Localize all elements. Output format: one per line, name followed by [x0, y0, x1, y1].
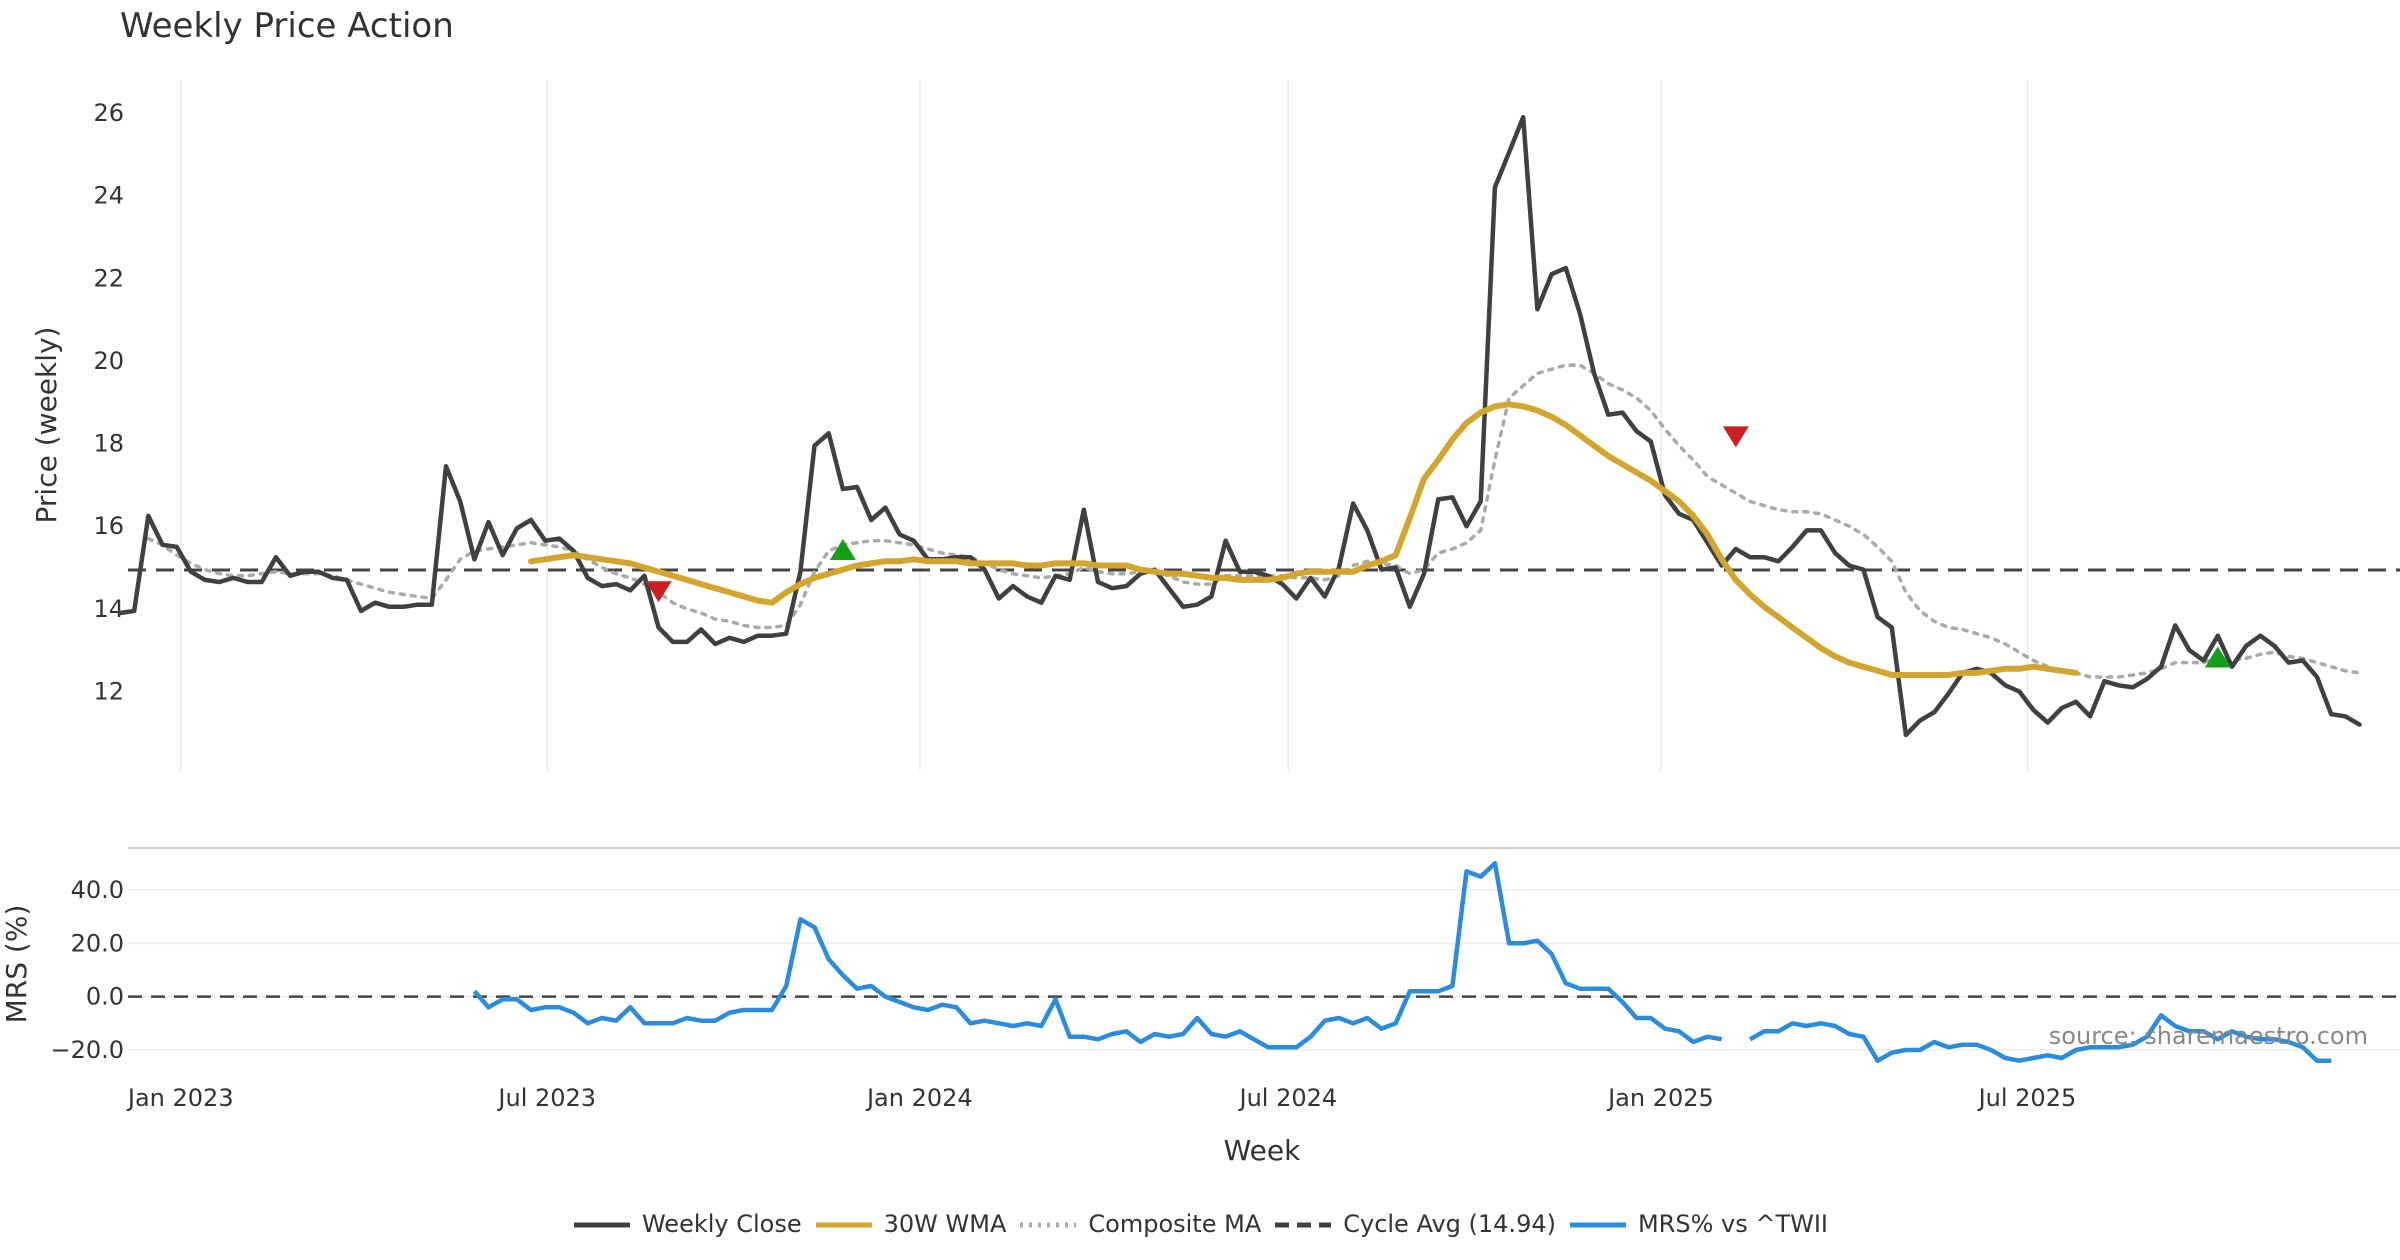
price-y-tick-label: 22	[93, 264, 124, 292]
x-axis-label: Week	[1224, 1134, 1301, 1167]
x-tick-label: Jul 2024	[1238, 1084, 1338, 1112]
price-y-axis-label: Price (weekly)	[30, 327, 63, 524]
wma-30w-line	[528, 401, 2079, 678]
x-tick-label: Jan 2024	[865, 1084, 973, 1112]
legend-label: Weekly Close	[641, 1210, 802, 1238]
x-tick-label: Jan 2025	[1606, 1084, 1714, 1112]
legend-item: Weekly Close	[572, 1210, 802, 1238]
legend-item: Cycle Avg (14.94)	[1273, 1210, 1556, 1238]
mrs-y-tick-label: 0.0	[86, 983, 124, 1011]
legend-item: 30W WMA	[814, 1210, 1007, 1238]
x-tick-label: Jul 2025	[1977, 1084, 2077, 1112]
price-y-tick-label: 16	[93, 512, 124, 540]
sell-signal-marker	[1722, 426, 1749, 448]
x-tick-label: Jul 2023	[496, 1084, 596, 1112]
legend-label: Composite MA	[1088, 1210, 1262, 1238]
buy-signal-marker	[2204, 646, 2231, 668]
legend-swatch	[1020, 1222, 1077, 1228]
weekly-close-line	[117, 114, 2362, 738]
price-y-tick-label: 26	[93, 99, 124, 127]
source-note: source: sharemaestro.com	[2049, 1022, 2368, 1050]
legend-item: MRS% vs ^TWII	[1568, 1210, 1828, 1238]
mrs-y-tick-label: 20.0	[71, 929, 124, 957]
legend-swatch	[815, 1222, 872, 1228]
mrs-line	[472, 861, 2332, 1063]
buy-signal-marker	[829, 539, 856, 561]
mrs-y-tick-label: 40.0	[71, 876, 124, 904]
x-tick-label: Jan 2023	[126, 1084, 234, 1112]
price-y-tick-label: 18	[93, 430, 124, 458]
legend-swatch	[573, 1222, 630, 1228]
price-y-tick-label: 14	[93, 595, 124, 623]
legend-label: 30W WMA	[883, 1210, 1007, 1238]
legend: Weekly Close 30W WMA Composite MA Cycle Avg…	[0, 1210, 2400, 1238]
mrs-y-axis-label: MRS (%)	[0, 905, 33, 1024]
sell-signal-marker	[645, 581, 672, 603]
mrs-y-tick-label: −20.0	[50, 1036, 124, 1064]
legend-swatch	[1569, 1222, 1626, 1228]
legend-label: Cycle Avg (14.94)	[1343, 1210, 1556, 1238]
price-y-tick-label: 24	[93, 182, 124, 210]
price-y-tick-label: 12	[93, 677, 124, 705]
price-y-tick-label: 20	[93, 347, 124, 375]
legend-label: MRS% vs ^TWII	[1637, 1210, 1829, 1238]
legend-item: Composite MA	[1018, 1210, 1261, 1238]
chart-title: Weekly Price Action	[120, 6, 454, 46]
legend-swatch	[1275, 1222, 1332, 1228]
